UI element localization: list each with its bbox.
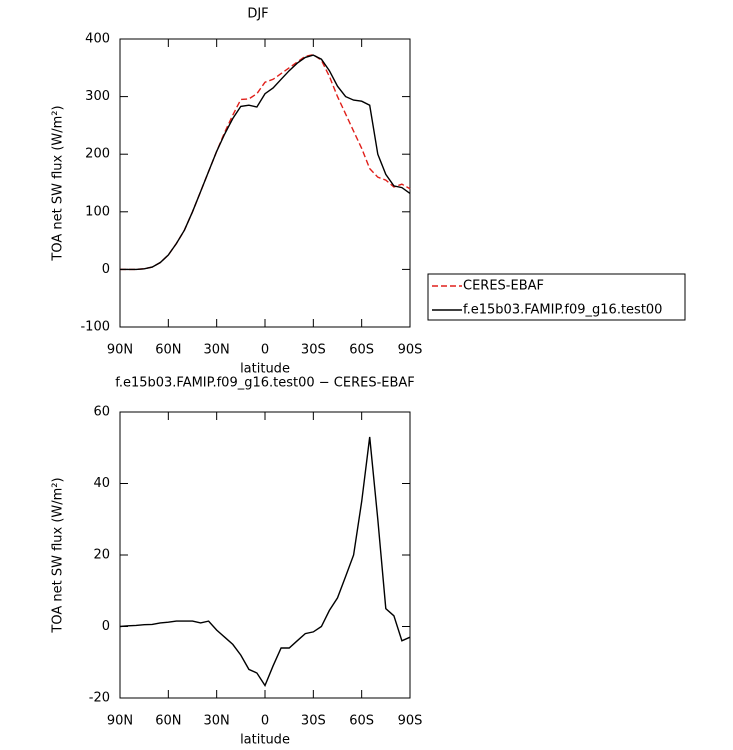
x-tick-label: 60S <box>349 714 374 729</box>
x-tick-label: 60N <box>155 714 181 729</box>
y-tick-label: 40 <box>93 476 110 491</box>
x-tick-label: 90S <box>398 714 423 729</box>
x-axis-label: latitude <box>240 733 290 748</box>
x-tick-label: 90N <box>107 714 133 729</box>
x-tick-label: 60S <box>349 343 374 358</box>
legend-box <box>427 273 686 321</box>
x-tick-label: 30N <box>204 343 230 358</box>
y-axis-label: TOA net SW flux (W/m²) <box>51 477 66 633</box>
x-tick-label: 60N <box>155 343 181 358</box>
x-tick-label: 90N <box>107 343 133 358</box>
x-tick-label: 0 <box>261 714 269 729</box>
y-tick-label: 200 <box>85 147 110 162</box>
y-tick-label: 20 <box>93 548 110 563</box>
legend-label: f.e15b03.FAMIP.f09_g16.test00 <box>463 303 662 318</box>
y-tick-label: 300 <box>85 89 110 104</box>
data-line <box>120 54 411 271</box>
plot-frame <box>119 411 411 699</box>
y-tick-label: 60 <box>93 405 110 420</box>
y-tick-label: 0 <box>102 619 110 634</box>
chart-title: f.e15b03.FAMIP.f09_g16.test00 − CERES-EB… <box>115 376 415 391</box>
y-tick-label: -100 <box>80 320 110 335</box>
chart-title: DJF <box>247 7 268 22</box>
x-tick-label: 30N <box>204 714 230 729</box>
y-tick-label: 400 <box>85 32 110 47</box>
y-tick-label: 0 <box>102 262 110 277</box>
x-tick-label: 30S <box>301 343 326 358</box>
legend-label: CERES-EBAF <box>463 279 544 294</box>
y-axis-label: TOA net SW flux (W/m²) <box>51 105 66 261</box>
plot-frame <box>119 38 411 328</box>
x-tick-label: 30S <box>301 714 326 729</box>
data-line <box>119 436 411 688</box>
y-tick-label: -20 <box>89 691 110 706</box>
data-line <box>120 53 411 271</box>
x-tick-label: 90S <box>398 343 423 358</box>
x-tick-label: 0 <box>261 343 269 358</box>
y-tick-label: 100 <box>85 204 110 219</box>
x-axis-label: latitude <box>240 362 290 377</box>
